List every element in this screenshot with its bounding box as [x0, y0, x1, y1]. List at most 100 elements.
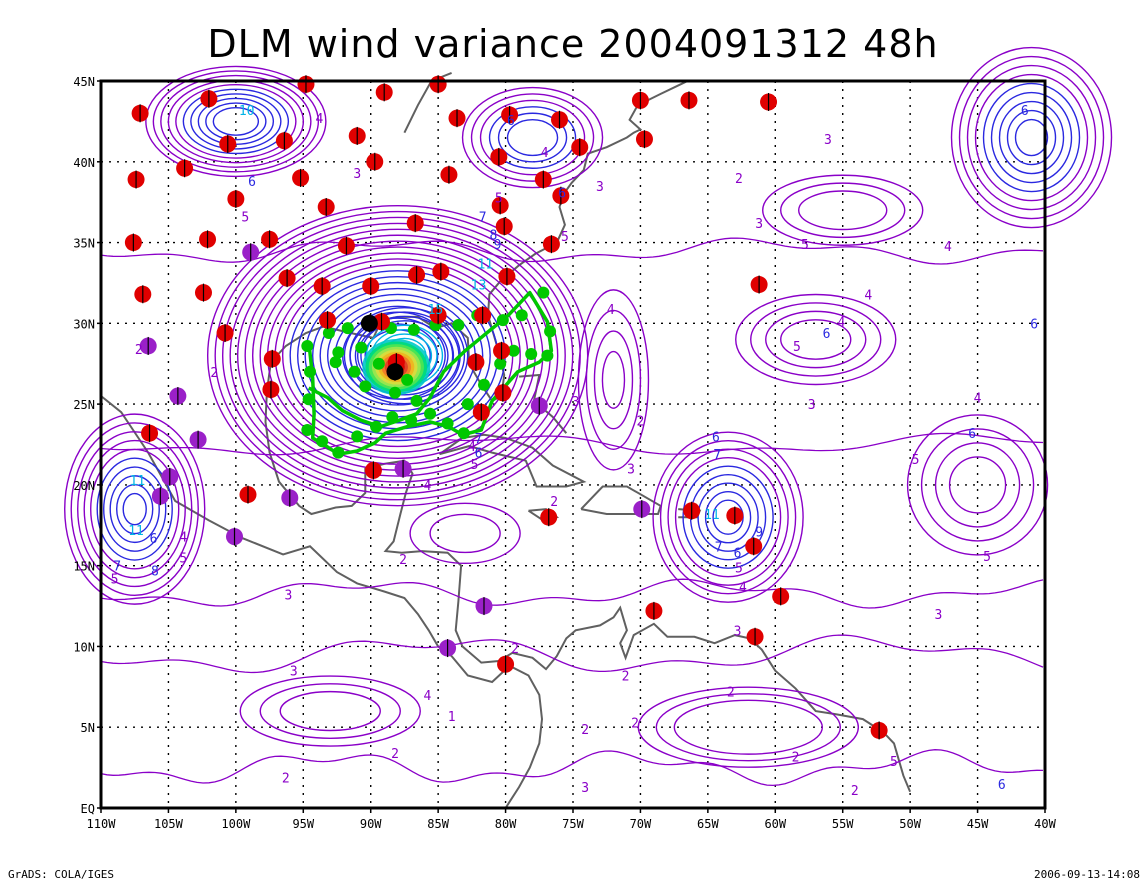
lon-tick-label: 65W	[697, 817, 719, 831]
contour-label: 6	[475, 447, 483, 462]
contour-ring	[64, 413, 206, 605]
contour-label: 5	[495, 191, 503, 206]
track-node	[452, 318, 465, 331]
track-node	[410, 394, 423, 407]
contour-ring	[311, 287, 484, 424]
contour-line	[100, 749, 1044, 787]
lat-tick-label: 15N	[73, 560, 95, 574]
contour-label: 3	[353, 167, 361, 182]
contour-ring	[409, 502, 521, 565]
contour-ring	[497, 112, 568, 163]
track-node	[544, 325, 557, 338]
contour-label: 3	[935, 608, 943, 623]
track-node	[537, 286, 550, 299]
contour-line	[100, 578, 1044, 609]
lat-tick-label: EQ	[81, 802, 95, 816]
contour-label: 2	[282, 771, 290, 786]
contour-label: 6	[998, 778, 1006, 793]
contour-label: 7	[479, 211, 487, 226]
track-node	[496, 314, 509, 327]
track-node	[341, 322, 354, 335]
coast-pacific	[100, 395, 544, 809]
contour-ring	[593, 330, 634, 430]
lon-tick-label: 85W	[427, 817, 449, 831]
contour-label: 3	[808, 398, 816, 413]
contour-ring	[934, 442, 1021, 528]
contour-label: 3	[572, 395, 580, 410]
lon-tick-label: 40W	[1034, 817, 1056, 831]
contour-ring	[798, 190, 888, 231]
lat-tick-label: 40N	[73, 156, 95, 170]
lon-tick-label: 110W	[87, 817, 117, 831]
contour-label: 5	[241, 211, 249, 226]
track-node	[355, 341, 368, 354]
lon-tick-label: 75W	[562, 817, 584, 831]
contour-ring	[279, 690, 381, 732]
track-node	[541, 349, 554, 362]
contour-ring	[659, 440, 797, 595]
contour-label: 2	[637, 414, 645, 429]
contour-ring	[948, 456, 1007, 514]
contour-label: 6	[248, 175, 256, 190]
contour-ring	[1006, 109, 1057, 166]
contour-label: 2	[391, 747, 399, 762]
contour-label: 3	[581, 781, 589, 796]
contour-ring	[259, 683, 401, 739]
contour-label: 5	[793, 340, 801, 355]
contour-label: 3	[285, 589, 293, 604]
lat-lon-grid	[101, 81, 1045, 808]
contour-label: 2	[792, 750, 800, 765]
contour-label: 4	[944, 240, 952, 255]
contour-label: 9	[494, 238, 502, 253]
contour-ring	[103, 466, 167, 552]
contour-label: 11	[478, 258, 494, 273]
lon-tick-label: 70W	[630, 817, 652, 831]
contour-ring	[682, 465, 774, 569]
track-node	[494, 357, 507, 370]
contour-ring	[145, 65, 327, 178]
footer-timestamp: 2006-09-13-14:08	[1034, 868, 1140, 881]
contour-label: 4	[179, 531, 187, 546]
contour-line	[100, 237, 1044, 265]
contour-ring	[429, 513, 501, 554]
contour-label: 6	[1030, 317, 1038, 332]
contour-ring	[974, 73, 1089, 202]
contour-label: 7	[715, 540, 723, 555]
contour-ring	[212, 106, 260, 136]
contour-ring	[780, 182, 906, 239]
contour-label: 6	[968, 427, 976, 442]
track-node	[477, 378, 490, 391]
contour-ring	[906, 414, 1049, 556]
contour-label: 2	[735, 172, 743, 187]
track-node	[301, 339, 314, 352]
contour-label: 8	[151, 565, 159, 580]
track-node	[386, 411, 399, 424]
track-node	[322, 327, 335, 340]
contour-label: 4	[739, 581, 747, 596]
contour-label: 10	[239, 104, 255, 119]
contour-label: 2	[631, 716, 639, 731]
track-node	[401, 373, 414, 386]
contour-label: 5	[561, 230, 569, 245]
map-title: DLM wind variance 2004091312 48h	[207, 22, 939, 66]
lon-tick-label: 90W	[360, 817, 382, 831]
contour-ring	[982, 82, 1081, 193]
track-node	[424, 407, 437, 420]
contour-label: 1	[448, 710, 456, 725]
contour-label: 11	[128, 524, 144, 539]
contour-ring	[998, 100, 1065, 175]
contour-label: 2	[550, 495, 558, 510]
track-node	[329, 356, 342, 369]
track-node	[351, 430, 364, 443]
contour-label: 6	[712, 430, 720, 445]
contour-ring	[122, 492, 147, 526]
contour-ring	[470, 93, 595, 182]
contour-ring	[160, 74, 312, 168]
contour-ring	[750, 302, 882, 377]
contour-ring	[77, 431, 193, 588]
contour-label: 3	[734, 624, 742, 639]
contour-ring	[601, 350, 626, 409]
track-node	[457, 427, 470, 440]
contour-label: 2	[851, 784, 859, 799]
